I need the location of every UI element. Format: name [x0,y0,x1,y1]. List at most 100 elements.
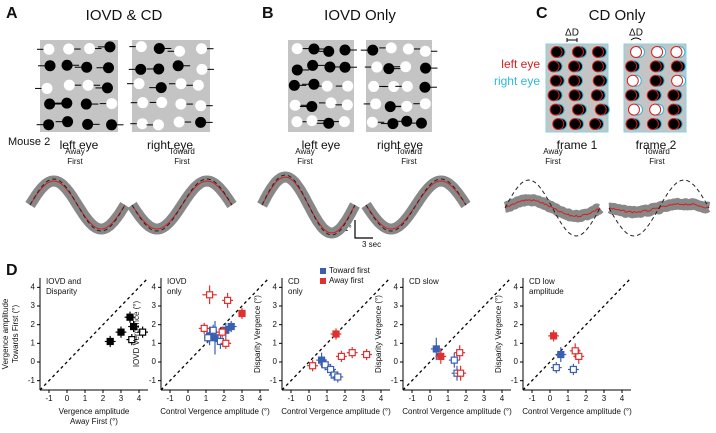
point [337,352,345,360]
dot [568,74,581,87]
y-tick-label: 1 [31,338,36,347]
dot [172,60,184,72]
point [552,364,560,372]
condition-label: First [545,157,561,166]
x-axis-label: Away First (°) [70,417,118,426]
dot [135,41,147,53]
dot [667,89,680,102]
dot [44,60,56,72]
dot [569,118,582,130]
y-tick-label: -1 [149,376,157,385]
dot [44,98,56,110]
dot [61,97,73,109]
point [571,347,579,355]
x-axis-label: Control Vergence amplitude (°) [522,407,632,416]
x-tick-label: 2 [464,394,469,403]
dot [366,116,378,128]
legend-swatch [320,268,326,274]
dot [670,60,683,73]
y-tick-label: 4 [394,282,399,291]
dot [552,118,565,130]
dot [153,42,165,54]
point [456,349,464,357]
point [218,328,226,336]
identity-line [160,277,270,391]
x-tick-label: 0 [65,394,70,403]
dot [106,119,118,131]
dot [62,116,74,128]
x-tick-label: 3 [361,394,366,403]
dot [571,46,584,58]
y-tick-label: 0 [31,357,36,366]
trace-mean [365,180,467,230]
dot [323,117,335,129]
dot [104,41,116,53]
point [139,328,147,336]
x-tick-label: 1 [446,394,451,403]
dot [82,79,94,91]
y-tick-label: -1 [270,376,278,385]
chart-title: IOVD [167,277,187,286]
trace-mean [608,202,710,214]
y-tick-label: 1 [394,338,399,347]
y-tick-label: -1 [511,376,519,385]
x-tick-label: 1 [566,394,571,403]
dot [667,103,680,116]
dot [594,103,607,116]
y-axis-label: IOVD Vergence (°) [132,301,141,368]
panel-title: IOVD Only [324,7,396,24]
x-tick-label: 4 [620,394,625,403]
trace-mean [504,198,601,218]
identity-line [39,277,149,391]
caption: left eye [60,138,99,152]
y-tick-label: 3 [514,301,519,310]
dot [383,63,395,75]
dot [649,103,662,116]
dot [41,82,53,94]
x-axis-label: Control Vergence amplitude (°) [160,407,270,416]
x-tick-label: 2 [101,394,106,403]
stimulus-trace [365,178,467,232]
point [569,365,578,374]
point [222,339,230,347]
y-tick-label: 1 [273,338,278,347]
panel-label: D [6,262,18,279]
point [557,350,565,359]
dot [419,45,431,57]
y-axis-label: Towards First (°) [11,305,20,364]
condition-label: First [174,157,190,166]
x-tick-label: 1 [204,394,209,403]
chart-title: CD slow [409,277,439,286]
dot [646,89,659,102]
x-tick-label: 0 [548,394,553,403]
legend-label: Toward first [329,266,371,275]
dot [568,89,581,102]
dot [152,119,164,131]
point [334,373,342,381]
point [348,349,356,357]
point [549,332,558,340]
dot [103,62,115,74]
scale-bar [354,220,373,239]
condition-label: First [67,157,83,166]
stimulus-box [623,43,687,133]
animal-label: Mouse 2 [8,136,50,148]
dot [43,119,55,131]
condition-label: First [649,157,665,166]
dot [627,103,640,116]
dot [174,45,186,57]
point [450,356,458,364]
dot [323,45,335,57]
dot [419,81,431,93]
dot [572,103,585,116]
shift-label: ΔD [629,28,643,39]
point [363,350,371,359]
stimulus-trace [131,178,233,232]
y-tick-label: 4 [514,282,519,291]
identity-line [281,277,391,391]
point [227,322,235,331]
dot [101,82,113,94]
point [209,326,217,334]
dot [82,118,94,130]
